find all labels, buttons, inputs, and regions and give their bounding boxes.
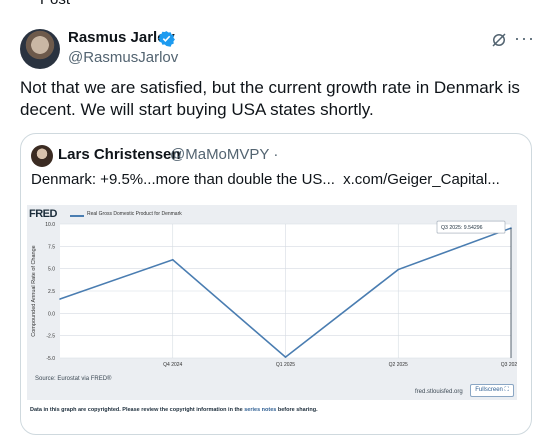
legend-label: Real Gross Domestic Product for Denmark — [87, 211, 182, 217]
author-handle[interactable]: @RasmusJarlov — [68, 49, 179, 66]
quote-link[interactable]: x.com/Geiger_Capital... — [343, 171, 500, 188]
quote-body: Denmark: +9.5%...more than double the US… — [31, 171, 335, 188]
x-tick-label: Q3 202 — [501, 362, 517, 368]
y-tick-label: -2.5 — [46, 334, 55, 340]
y-axis-label: Compounded Annual Rate of Change — [31, 245, 37, 336]
fullscreen-icon: ⛶ — [504, 387, 509, 393]
author-avatar[interactable] — [20, 29, 60, 69]
tweet-text: Not that we are satisfied, but the curre… — [20, 78, 520, 119]
gdp-line-chart: -5.0 -2.5 0.0 2.5 5.0 7.5 10.0 Q4 2024 Q1 2025 Q2… — [31, 220, 517, 368]
y-tick-label: -5.0 — [46, 356, 55, 362]
quote-handle-text: @MaMoMVPY — [170, 146, 270, 163]
series-notes-link[interactable]: series notes — [244, 407, 277, 413]
author-name[interactable]: Rasmus Jarlov — [68, 29, 175, 46]
quote-author-avatar — [31, 145, 53, 167]
fullscreen-label: Fullscreen — [475, 387, 503, 393]
fred-logo: FRED — [29, 208, 57, 220]
grok-icon[interactable] — [490, 31, 508, 49]
quote-tweet-card[interactable] — [20, 133, 532, 435]
previous-post-fragment: Post — [40, 0, 70, 8]
data-point — [284, 356, 287, 358]
tooltip-box — [436, 220, 506, 234]
fred-url[interactable]: fred.stlouisfed.org — [415, 389, 463, 395]
copyright-prefix: Data in this graph are copyrighted. Plea… — [30, 407, 243, 413]
y-tick-label: 10.0 — [45, 222, 55, 228]
data-point — [171, 258, 174, 261]
y-tick-label: 5.0 — [48, 267, 55, 273]
copyright-suffix: before sharing. — [277, 407, 318, 413]
quote-author-handle: @MaMoMVPY · — [170, 146, 278, 163]
legend-swatch — [70, 215, 84, 217]
y-tick-label: 2.5 — [48, 289, 55, 295]
more-icon[interactable]: ··· — [514, 28, 535, 48]
chart-source: Source: Eurostat via FRED® — [35, 376, 112, 382]
x-tick-label: Q4 2024 — [163, 362, 182, 368]
y-tick-label: 7.5 — [48, 244, 55, 250]
verified-badge-icon — [158, 31, 175, 47]
quote-author-name: Lars Christensen — [58, 146, 181, 163]
quote-separator: · — [273, 146, 279, 163]
data-point — [510, 227, 512, 229]
data-point — [397, 268, 400, 271]
data-point — [59, 298, 61, 300]
y-tick-label: 0.0 — [48, 311, 55, 317]
x-tick-label: Q2 2025 — [389, 362, 408, 368]
fullscreen-button[interactable]: Fullscreen ⛶ — [470, 384, 514, 397]
copyright-notice: Data in this graph are copyrighted. Plea… — [30, 407, 318, 413]
quote-text: Denmark: +9.5%...more than double the US… — [31, 171, 500, 188]
x-tick-label: Q1 2025 — [276, 362, 295, 368]
tooltip-text: Q3 2025: 9.54296 — [441, 225, 483, 231]
